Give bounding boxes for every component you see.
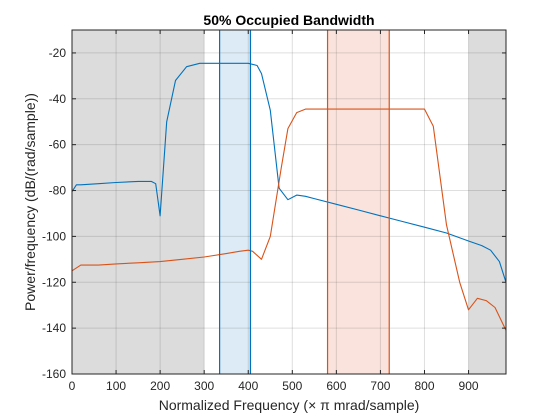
axes-box <box>71 29 507 375</box>
x-tick-label: 900 <box>459 379 479 393</box>
excluded-region-0 <box>72 30 205 374</box>
chart-title: 50% Occupied Bandwidth <box>203 12 374 28</box>
x-tick-label: 800 <box>414 379 434 393</box>
y-tick-label: -40 <box>49 92 67 106</box>
y-tick-label: -80 <box>49 184 67 198</box>
tick-layer: 0 100 200 300 400 500 600 700 800 900 -20 -40 -60 -80… <box>42 30 506 393</box>
y-tick-label: -120 <box>42 275 66 289</box>
series-line-1 <box>71 108 507 331</box>
x-tick-label: 400 <box>238 379 258 393</box>
x-axis-label: Normalized Frequency (× π mrad/sample) <box>159 397 420 413</box>
series-layer <box>71 62 507 331</box>
x-tick-label: 500 <box>282 379 302 393</box>
y-tick-label: -20 <box>49 46 67 60</box>
grid-layer <box>72 30 506 374</box>
x-tick-label: 100 <box>106 379 126 393</box>
x-tick-label: 200 <box>150 379 170 393</box>
series-line-0 <box>71 62 507 283</box>
x-tick-label: 300 <box>194 379 214 393</box>
x-tick-label: 700 <box>370 379 390 393</box>
band-edge-layer <box>219 30 390 374</box>
excluded-region-1 <box>468 30 506 374</box>
y-tick-label: -60 <box>49 138 67 152</box>
occupied-band-1 <box>327 30 390 374</box>
y-tick-label: -140 <box>42 321 66 335</box>
x-tick-label: 600 <box>326 379 346 393</box>
y-tick-label: -100 <box>42 229 66 243</box>
y-axis-label: Power/frequency (dB/(rad/sample)) <box>22 93 38 311</box>
band-layer <box>72 30 506 374</box>
y-tick-label: -160 <box>42 367 66 381</box>
x-tick-label: 0 <box>69 379 76 393</box>
occupied-band-0 <box>219 30 251 374</box>
